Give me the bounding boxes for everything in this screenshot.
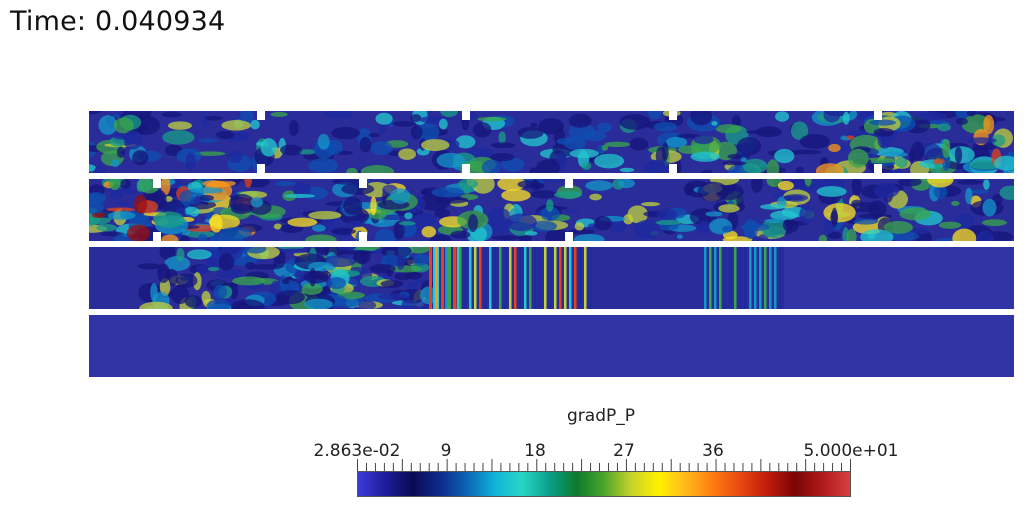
segment-notch <box>257 111 265 120</box>
field-strip-2 <box>89 179 1014 241</box>
colorbar <box>357 471 851 497</box>
time-label: Time: 0.040934 <box>10 6 226 37</box>
colorbar-max-label: 5.000e+01 <box>803 441 899 461</box>
colorbar-tick-label-1: 9 <box>440 441 452 461</box>
colorbar-ticks <box>357 459 851 471</box>
colorbar-tick-label-3: 27 <box>613 441 635 461</box>
segment-notch <box>462 164 470 173</box>
colorbar-title: gradP_P <box>567 406 635 426</box>
colorbar-min-label: 2.863e-02 <box>313 441 401 461</box>
colorbar-tick-label-2: 18 <box>524 441 546 461</box>
segment-notch <box>874 164 882 173</box>
colorbar-tick-label-4: 36 <box>702 441 724 461</box>
field-strip-3 <box>89 247 1014 309</box>
segment-notch <box>359 232 367 241</box>
field-strip-1 <box>89 111 1014 173</box>
segment-notch <box>257 164 265 173</box>
segment-notch <box>669 111 677 120</box>
segment-notch <box>153 232 161 241</box>
segment-notch <box>669 164 677 173</box>
segment-notch <box>565 232 573 241</box>
segment-notch <box>359 179 367 188</box>
segment-notch <box>153 179 161 188</box>
segment-notch <box>462 111 470 120</box>
segment-notch <box>874 111 882 120</box>
segment-notch <box>565 179 573 188</box>
field-strip-4 <box>89 315 1014 377</box>
